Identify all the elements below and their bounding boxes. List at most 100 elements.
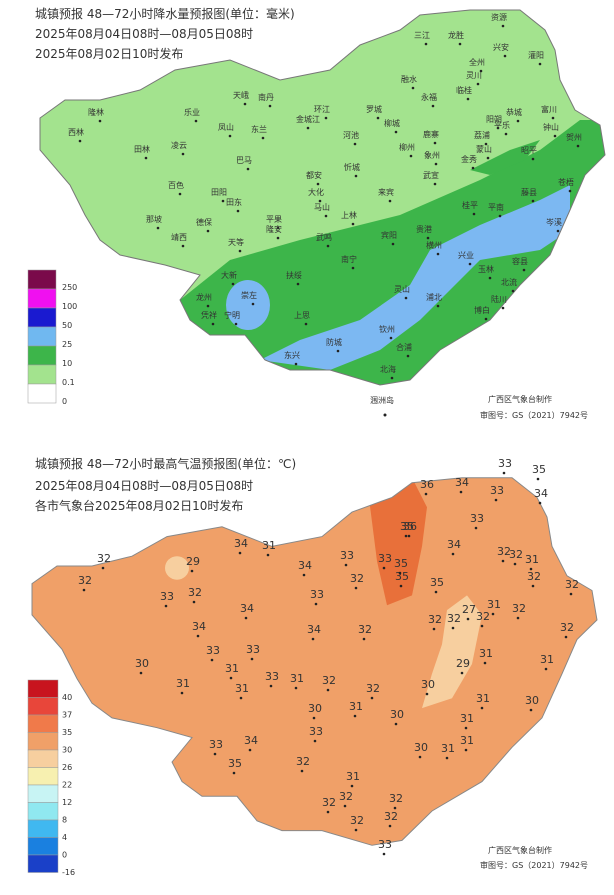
legend-swatch: [27, 383, 57, 404]
city-dot: [178, 192, 182, 196]
city-name: 临桂: [456, 85, 472, 95]
city-name: 大新: [221, 270, 237, 280]
legend-label: 250: [62, 283, 77, 292]
temp-value: 32: [565, 578, 579, 591]
city-name: 凌云: [171, 140, 187, 150]
rain-title: 城镇预报 48—72小时降水量预报图(单位：毫米): [35, 6, 295, 21]
city-name: 岑溪: [546, 217, 562, 227]
city-name: 荔浦: [474, 130, 490, 140]
rain-period: 2025年08月04日08时—08月05日08时: [35, 27, 253, 41]
temp-value: 31: [460, 734, 474, 747]
city-dot: [433, 182, 437, 186]
city-name: 灌阳: [528, 50, 544, 60]
station-dot: [382, 566, 386, 570]
city-name: 乐业: [184, 107, 200, 117]
temp-value: 33: [209, 738, 223, 751]
city-dot: [236, 209, 240, 213]
city-name: 东兰: [251, 124, 267, 134]
city-name: 扶绥: [286, 270, 302, 280]
temp-credit: 广西区气象台制作: [488, 845, 552, 855]
city-dot: [276, 236, 280, 240]
legend-label: 8: [62, 816, 67, 825]
temp-value: 32: [497, 545, 511, 558]
city-dot: [501, 306, 505, 310]
city-dot: [458, 42, 462, 46]
temp-value: 32: [97, 552, 111, 565]
city-dot: [316, 182, 320, 186]
city-name: 巴马: [236, 156, 252, 165]
station-dot: [399, 584, 403, 588]
city-dot: [511, 289, 515, 293]
legend-swatch: [27, 326, 57, 347]
city-dot: [531, 157, 535, 161]
station-dot: [501, 559, 505, 563]
rain-credit: 广西区气象台制作: [488, 394, 552, 404]
city-dot: [318, 199, 322, 203]
temp-map: [31, 477, 598, 846]
station-dot: [311, 637, 315, 641]
city-name: 南宁: [341, 254, 357, 264]
temp-value: 33: [340, 549, 354, 562]
station-dot: [382, 852, 386, 856]
city-dot: [424, 42, 428, 46]
station-dot: [459, 490, 463, 494]
city-name: 武宣: [423, 170, 439, 180]
city-dot: [556, 229, 560, 233]
legend-label: 30: [62, 746, 72, 755]
station-dot: [502, 471, 506, 475]
temp-value: 31: [441, 742, 455, 755]
legend-label: 22: [62, 781, 72, 790]
legend-label: 26: [62, 763, 72, 772]
city-name: 忻城: [344, 162, 360, 172]
city-name: 柳州: [399, 142, 415, 152]
station-dot: [434, 590, 438, 594]
city-dot: [306, 126, 310, 130]
station-dot: [393, 806, 397, 810]
station-dot: [425, 692, 429, 696]
city-dot: [246, 167, 250, 171]
station-dot: [164, 604, 168, 608]
city-dot: [484, 317, 488, 321]
city-name: 兴安: [493, 42, 509, 52]
city-name: 田东: [226, 197, 242, 207]
legend-label: 0: [62, 397, 67, 406]
city-dot: [336, 349, 340, 353]
city-name: 灵山: [394, 284, 410, 294]
legend-label: 100: [62, 302, 77, 311]
rain-issued: 2025年08月02日10时发布: [35, 46, 183, 61]
station-dot: [564, 635, 568, 639]
city-name: 平乐: [494, 120, 510, 130]
city-dot: [531, 199, 535, 203]
city-dot: [296, 282, 300, 286]
city-dot: [436, 252, 440, 256]
legend-swatch: [27, 714, 59, 733]
legend-label: 0: [62, 851, 67, 860]
city-dot: [431, 104, 435, 108]
city-dot: [553, 134, 557, 138]
city-name: 平南: [488, 202, 504, 212]
city-name: 金秀: [461, 154, 477, 164]
station-dot: [300, 769, 304, 773]
city-dot: [354, 174, 358, 178]
city-name: 资源: [491, 12, 507, 22]
temp-value: 35: [532, 463, 546, 476]
temp-value: 32: [350, 572, 364, 585]
station-dot: [326, 810, 330, 814]
city-name: 恭城: [506, 108, 522, 117]
temp-value: 34: [307, 623, 321, 636]
legend-label: 37: [62, 711, 72, 720]
city-name: 龙胜: [448, 30, 464, 40]
station-dot: [404, 534, 408, 538]
station-dot: [353, 714, 357, 718]
temp-value: 34: [234, 537, 248, 550]
station-dot: [229, 676, 233, 680]
city-dot: [351, 222, 355, 226]
temp-value: 35: [430, 576, 444, 589]
city-name: 龙州: [196, 292, 212, 302]
city-name: 柳城: [384, 118, 400, 128]
temp-value: 27: [462, 603, 476, 616]
city-dot: [391, 242, 395, 246]
temp-value: 30: [135, 657, 149, 670]
temp-value: 34: [244, 734, 258, 747]
temp-value: 32: [322, 674, 336, 687]
